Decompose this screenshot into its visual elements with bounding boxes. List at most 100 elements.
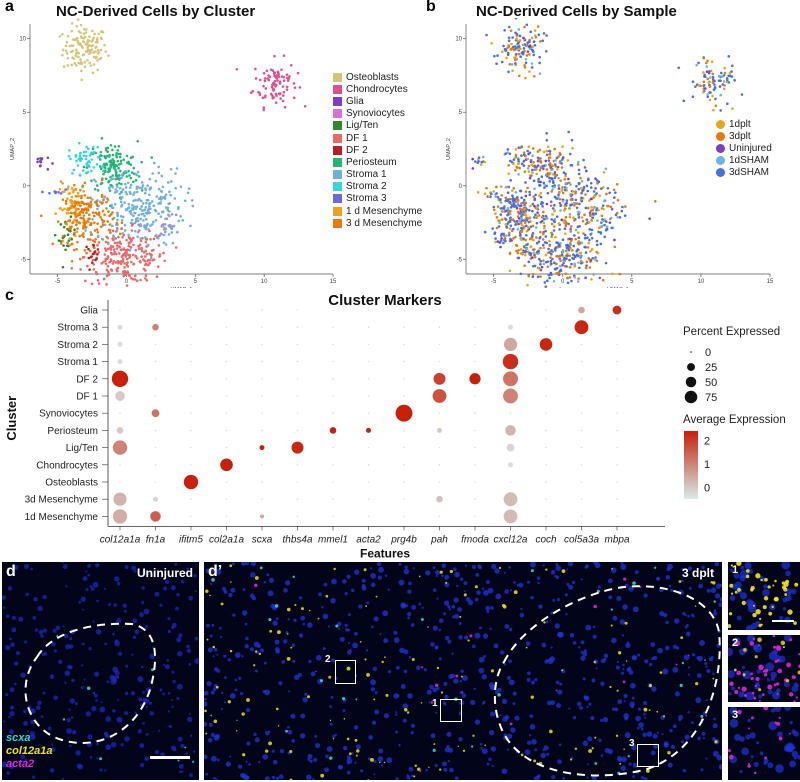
cluster-tick-label: DF 1 <box>76 392 98 403</box>
micro-speckle <box>234 688 238 692</box>
stain-col12a1a-label: col12a1a <box>6 745 53 757</box>
micro-speckle <box>180 743 185 749</box>
micro-speckle <box>235 729 238 732</box>
micro-speckle <box>307 695 311 699</box>
dotplot-point <box>151 409 160 418</box>
feature-tick-label: ifitm5 <box>179 534 203 545</box>
umap-point <box>531 147 535 150</box>
micro-speckle <box>603 653 609 658</box>
umap-point <box>125 208 129 212</box>
micro-speckle <box>451 652 454 655</box>
umap-point <box>146 184 149 188</box>
umap-point <box>566 281 570 285</box>
micro-speckle <box>712 677 715 680</box>
umap-point <box>99 225 103 229</box>
umap-point <box>142 219 145 222</box>
umap-point <box>533 29 537 32</box>
micro-speckle <box>230 581 232 583</box>
micro-speckle <box>216 653 219 656</box>
umap-point <box>161 185 165 189</box>
umap-point <box>575 184 578 188</box>
dotplot-point <box>150 511 161 522</box>
umap-point <box>108 189 112 192</box>
umap-point <box>555 215 559 218</box>
micro-speckle <box>457 607 463 612</box>
umap-point <box>654 200 657 203</box>
umap-point <box>175 167 179 170</box>
micro-speckle <box>116 716 123 723</box>
cluster-tick-label: DF 2 <box>76 374 98 385</box>
micro-speckle <box>209 634 213 638</box>
umap-point <box>566 246 570 250</box>
micro-speckle <box>370 679 377 686</box>
umap-point <box>91 239 95 242</box>
umap-point <box>91 198 94 201</box>
micro-speckle <box>503 571 506 574</box>
micro-speckle <box>268 577 275 583</box>
dotplot-empty-point <box>403 309 405 311</box>
y-tick-label: 5 <box>23 110 27 116</box>
umap-point <box>86 43 90 47</box>
micro-speckle <box>554 574 557 578</box>
micro-speckle <box>688 586 692 590</box>
micro-speckle <box>258 760 261 764</box>
dotplot-point <box>503 337 518 352</box>
dotplot-empty-point <box>296 343 299 346</box>
micro-speckle <box>329 705 332 708</box>
legend-label: Lig/Ten <box>346 120 379 132</box>
micro-speckle <box>696 673 702 678</box>
umap-point <box>577 261 580 264</box>
micro-speckle <box>681 661 685 665</box>
umap-point <box>512 227 515 231</box>
umap-point <box>134 207 138 210</box>
umap-point <box>113 145 117 148</box>
micro-speckle <box>602 716 609 723</box>
micro-speckle <box>95 699 98 702</box>
dotplot-empty-point <box>332 515 334 518</box>
umap-point <box>125 175 129 178</box>
micro-speckle <box>504 589 509 594</box>
micro-speckle <box>9 710 15 717</box>
micro-speckle <box>241 712 245 716</box>
umap-point <box>502 207 506 210</box>
umap-point <box>110 252 114 256</box>
umap-point <box>532 179 536 183</box>
umap-point <box>708 98 712 102</box>
micro-speckle <box>278 681 283 686</box>
umap-point <box>125 238 128 242</box>
micro-speckle <box>691 614 695 618</box>
micro-speckle <box>64 670 71 677</box>
umap-point <box>516 201 520 204</box>
umap-point <box>80 194 83 198</box>
umap-point <box>569 246 572 250</box>
micro-speckle <box>373 698 376 701</box>
micro-speckle <box>113 603 117 607</box>
micro-speckle <box>448 608 452 611</box>
micro-speckle <box>768 611 773 616</box>
dotplot-empty-point <box>438 309 441 311</box>
micro-speckle <box>20 754 26 760</box>
umap-point <box>53 233 57 237</box>
micro-speckle <box>704 659 706 661</box>
micro-speckle <box>756 669 762 674</box>
umap-point <box>170 180 173 183</box>
micro-speckle <box>81 642 85 646</box>
dotplot-empty-point <box>367 464 370 466</box>
micro-speckle <box>407 616 411 620</box>
cluster-tick-label: Osteoblasts <box>45 478 98 489</box>
micro-speckle <box>358 604 363 609</box>
umap-point <box>115 228 119 232</box>
micro-speckle <box>793 621 797 625</box>
micro-speckle <box>542 564 545 567</box>
umap-point <box>576 210 580 214</box>
umap-point <box>588 238 591 242</box>
micro-speckle <box>364 658 367 661</box>
umap-point <box>168 210 171 213</box>
umap-point <box>514 223 517 226</box>
micro-speckle <box>205 772 209 776</box>
umap-point <box>559 204 562 208</box>
umap-point <box>550 190 554 193</box>
umap-point <box>149 252 152 256</box>
umap-point <box>128 236 132 240</box>
umap-point <box>544 285 548 288</box>
